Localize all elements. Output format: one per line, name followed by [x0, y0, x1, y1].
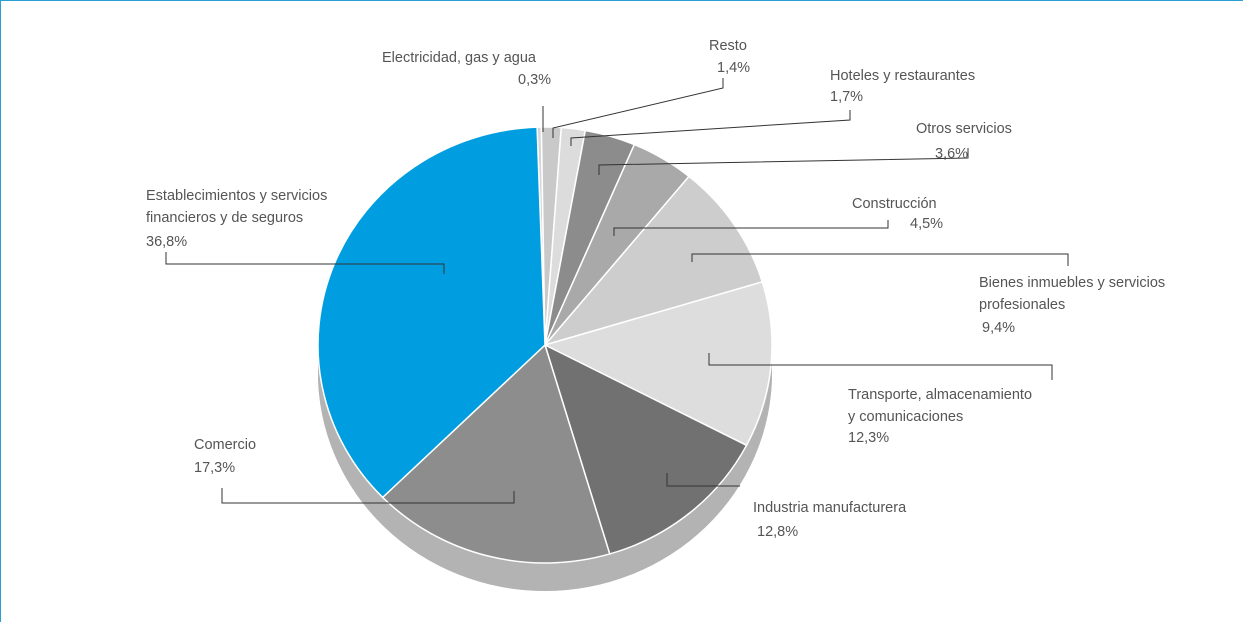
value-hoteles: 1,7% — [830, 89, 863, 105]
leader-resto — [552, 78, 724, 138]
leader-lines — [165, 78, 1069, 504]
value-financieros: 36,8% — [146, 234, 187, 250]
value-otros-servicios: 3,6% — [935, 146, 968, 162]
label-financieros: Establecimientos y servicios — [146, 188, 327, 204]
leader-financieros — [165, 252, 445, 274]
leader-otros-servicios — [598, 148, 969, 175]
label-comercio: Comercio — [194, 437, 256, 453]
slice-industria — [543, 343, 748, 555]
label-transporte: Transporte, almacenamiento — [848, 387, 1032, 403]
label-resto: Resto — [709, 38, 747, 54]
slice-bienes-inmuebles — [542, 175, 764, 347]
slice-comercio — [381, 343, 611, 564]
value-construccion: 4,5% — [910, 216, 943, 232]
label-industria: Industria manufacturera — [753, 500, 907, 516]
label-otros-servicios: Otros servicios — [916, 121, 1012, 137]
leader-bienes-inmuebles — [691, 253, 1069, 266]
value-comercio: 17,3% — [194, 460, 235, 476]
leader-comercio — [221, 488, 515, 504]
value-resto: 1,4% — [717, 60, 750, 76]
slice-labels: Electricidad, gas y agua 0,3% Resto 1,4% Hot… — [146, 38, 1165, 540]
leader-transporte — [708, 353, 1053, 380]
label-transporte-line2: y comunicaciones — [848, 409, 963, 425]
value-industria: 12,8% — [757, 524, 798, 540]
value-bienes-inmuebles: 9,4% — [982, 320, 1015, 336]
label-electricidad: Electricidad, gas y agua — [382, 50, 537, 66]
leader-industria — [666, 473, 740, 487]
label-bienes-inmuebles: Bienes inmuebles y servicios — [979, 275, 1165, 291]
label-bienes-inmuebles-line2: profesionales — [979, 297, 1065, 313]
pie-slices — [317, 126, 773, 564]
label-hoteles: Hoteles y restaurantes — [830, 68, 975, 84]
leader-construccion — [613, 220, 889, 236]
label-financieros-line2: financieros y de seguros — [146, 210, 303, 226]
value-electricidad: 0,3% — [518, 72, 551, 88]
leader-hoteles — [570, 110, 851, 146]
label-construccion: Construcción — [852, 196, 937, 212]
value-transporte: 12,3% — [848, 430, 889, 446]
